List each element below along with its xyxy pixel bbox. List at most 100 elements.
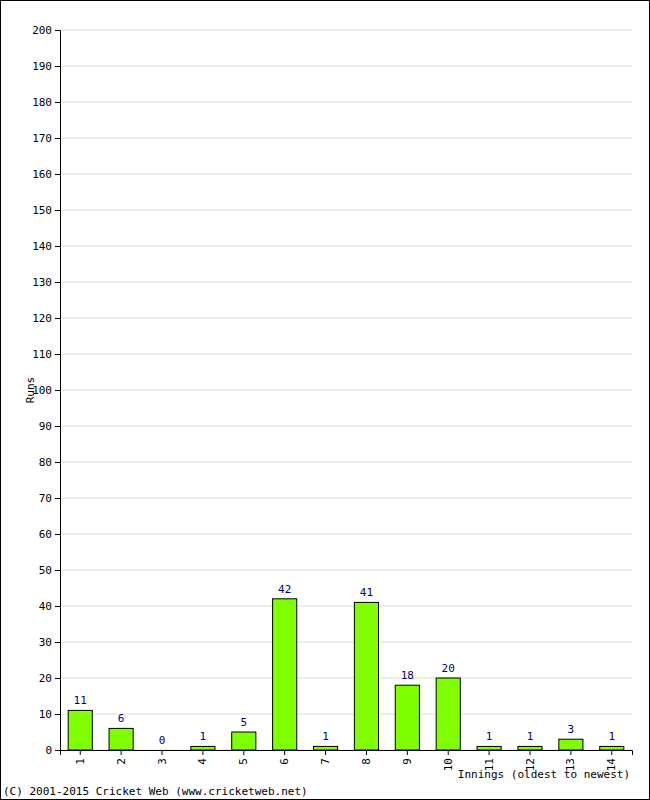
x-tick-mark [243,750,244,755]
grid-line [60,318,632,319]
y-tick: 190 [32,60,60,73]
bar [273,599,297,750]
y-tick-label: 150 [32,204,52,217]
y-tick: 120 [32,312,60,325]
x-tick-mark [325,750,326,755]
grid-line [60,606,632,607]
y-tick-mark [55,174,60,175]
y-tick-label: 10 [39,708,52,721]
grid-line [60,210,632,211]
data-label: 5 [240,716,247,729]
data-label: 18 [401,669,414,682]
y-tick-mark [55,678,60,679]
grid-line [60,534,632,535]
y-tick-mark [55,138,60,139]
y-tick-label: 90 [39,420,52,433]
data-label: 6 [118,712,125,725]
grid-line [60,102,632,103]
x-tick: 8 [360,750,373,765]
y-tick-label: 160 [32,168,52,181]
grid-line [60,30,632,31]
grid [60,30,632,750]
y-tick-mark [55,246,60,247]
y-tick-label: 0 [45,744,52,757]
bar [313,746,337,750]
y-axis-line [55,31,61,751]
x-tick-mark [284,750,285,755]
y-tick: 80 [39,456,60,469]
y-tick-mark [55,354,60,355]
grid-line [60,498,632,499]
y-tick: 200 [32,24,60,37]
x-tick-mark [80,750,81,755]
y-tick-mark [55,66,60,67]
y-tick-label: 110 [32,348,52,361]
x-tick-label: 10 [442,758,455,771]
y-tick: 40 [39,600,60,613]
bar [395,685,419,750]
y-tick: 30 [39,636,60,649]
y-tick: 110 [32,348,60,361]
grid-line [60,174,632,175]
y-tick-mark [55,462,60,463]
bar [559,739,583,750]
y-tick: 90 [39,420,60,433]
data-label: 1 [527,730,534,743]
x-tick-label: 5 [237,758,250,765]
grid-line [60,246,632,247]
data-label: 3 [568,723,575,736]
x-tick-mark [202,750,203,755]
frame [1,1,650,800]
y-tick-mark [55,102,60,103]
y-tick: 10 [39,708,60,721]
data-label: 11 [74,694,87,707]
bar [477,746,501,750]
data-label: 42 [278,583,291,596]
grid-line [60,462,632,463]
y-tick-label: 70 [39,492,52,505]
x-tick-mark [489,750,490,755]
bar [518,746,542,750]
y-tick-label: 40 [39,600,52,613]
x-tick-label: 3 [156,758,169,765]
footer-note: (C) 2001-2015 Cricket Web (www.cricketwe… [3,785,308,798]
x-tick: 9 [401,750,414,765]
y-tick-mark [55,30,60,31]
data-label: 20 [442,662,455,675]
x-tick: 5 [237,750,250,765]
x-tick-label: 1 [74,758,87,765]
y-tick-label: 170 [32,132,52,145]
x-tick-label: 8 [360,758,373,765]
bar [232,732,256,750]
x-axis-title: Innings (oldest to newest) [458,768,630,781]
data-label: 41 [360,586,373,599]
bars [68,599,624,750]
bar [109,728,133,750]
grid-line [60,390,632,391]
bar [436,678,460,750]
x-tick-label: 6 [278,758,291,765]
y-tick: 140 [32,240,60,253]
bar [150,750,174,751]
y-tick-mark [55,750,60,751]
y-tick-mark [55,642,60,643]
x-tick-mark [407,750,408,755]
y-tick: 70 [39,492,60,505]
x-tick-label: 7 [319,758,332,765]
y-tick: 130 [32,276,60,289]
data-label: 1 [608,730,615,743]
x-tick-mark [121,750,122,755]
grid-line [60,138,632,139]
y-tick-mark [55,606,60,607]
grid-line [60,282,632,283]
x-tick-label: 2 [115,758,128,765]
x-tick-mark [529,750,530,755]
x-tick: 3 [156,750,169,765]
y-tick-mark [55,390,60,391]
x-tick: 2 [115,750,128,765]
y-tick-label: 20 [39,672,52,685]
data-labels: 1160154214118201131 [74,583,615,747]
bar [191,746,215,750]
y-tick-mark [55,210,60,211]
y-tick: 150 [32,204,60,217]
